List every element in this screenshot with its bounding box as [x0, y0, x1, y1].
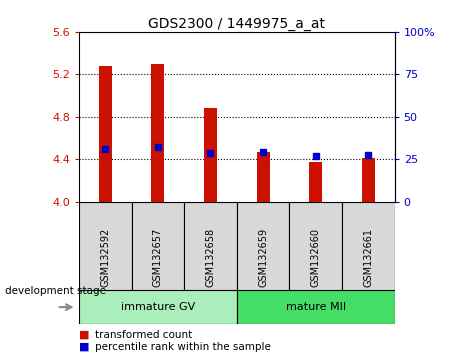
Text: transformed count: transformed count	[95, 330, 192, 339]
Text: percentile rank within the sample: percentile rank within the sample	[95, 342, 271, 352]
Text: GSM132658: GSM132658	[206, 228, 216, 287]
Bar	[237, 290, 395, 324]
Bar	[257, 152, 270, 202]
Text: ■: ■	[79, 330, 89, 339]
Bar	[290, 202, 342, 290]
Text: GSM132661: GSM132661	[364, 228, 373, 287]
Bar	[237, 202, 290, 290]
Text: GSM132657: GSM132657	[153, 228, 163, 287]
Bar	[184, 202, 237, 290]
Bar	[79, 290, 237, 324]
Text: GSM132659: GSM132659	[258, 228, 268, 287]
Bar	[79, 202, 132, 290]
Text: ■: ■	[79, 342, 89, 352]
Text: GSM132660: GSM132660	[311, 228, 321, 287]
Text: immature GV: immature GV	[121, 302, 195, 312]
Bar	[132, 202, 184, 290]
Bar	[99, 66, 112, 202]
Text: mature MII: mature MII	[285, 302, 346, 312]
Bar	[151, 64, 165, 202]
Bar	[342, 202, 395, 290]
Title: GDS2300 / 1449975_a_at: GDS2300 / 1449975_a_at	[148, 17, 325, 31]
Bar	[309, 162, 322, 202]
Text: development stage: development stage	[5, 286, 106, 296]
Bar	[362, 158, 375, 202]
Bar	[204, 108, 217, 202]
Text: GSM132592: GSM132592	[100, 228, 110, 287]
